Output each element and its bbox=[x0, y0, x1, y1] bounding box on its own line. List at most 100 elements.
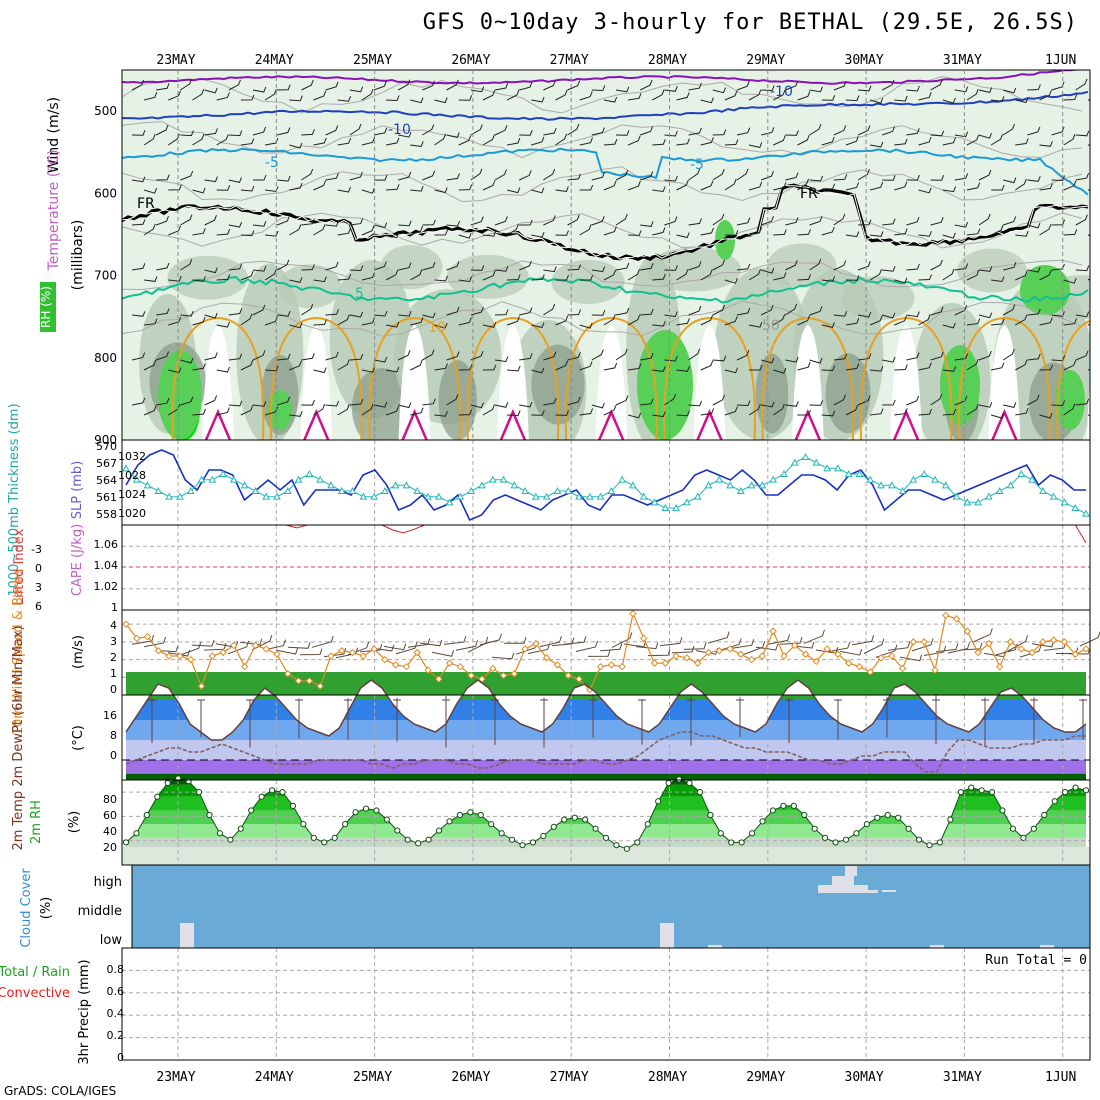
thickness-line-point bbox=[424, 492, 432, 500]
thickness-line-point bbox=[413, 486, 422, 494]
wind-barb bbox=[833, 260, 847, 271]
wind-barb bbox=[446, 351, 460, 361]
thickness-line-point bbox=[197, 475, 206, 483]
thickness-line-point bbox=[165, 492, 173, 500]
wind-barb bbox=[966, 403, 979, 416]
wind-barb bbox=[204, 267, 218, 274]
wind-barb bbox=[978, 312, 993, 319]
rh-line-point bbox=[728, 839, 735, 846]
wind-barb bbox=[519, 130, 533, 136]
wind-speed-line-point bbox=[855, 662, 864, 671]
wind-barb bbox=[833, 80, 847, 91]
wind-barb bbox=[277, 353, 291, 361]
rh-line-point bbox=[686, 779, 693, 787]
wind-barb bbox=[458, 409, 473, 416]
wind-barb bbox=[543, 351, 557, 361]
wind-barb bbox=[1015, 408, 1029, 416]
wind-barb bbox=[555, 410, 569, 416]
date-label-top: 27MAY bbox=[550, 53, 589, 68]
wind-barb bbox=[579, 274, 594, 281]
date-label-bottom: 30MAY bbox=[845, 1070, 884, 1085]
rh-line-point bbox=[352, 809, 359, 816]
contour-20 bbox=[794, 408, 821, 440]
wind-barb bbox=[482, 404, 495, 416]
wind-barb bbox=[192, 363, 206, 371]
wind-barb bbox=[773, 367, 787, 374]
contour-label: -5 bbox=[265, 155, 279, 171]
wind-barb bbox=[192, 89, 205, 101]
wind-barb bbox=[767, 634, 791, 645]
minmax-bar bbox=[1079, 698, 1087, 740]
wind-barb bbox=[216, 321, 230, 328]
wind-speed-line-point bbox=[424, 666, 432, 674]
wind-barb bbox=[410, 225, 424, 236]
wind-barb bbox=[1015, 314, 1028, 326]
wind-barb bbox=[144, 276, 158, 282]
wind-barb bbox=[204, 352, 218, 361]
date-label-top: 31MAY bbox=[943, 53, 982, 68]
rh-area bbox=[446, 254, 529, 299]
wind-barb bbox=[640, 353, 654, 361]
wind-barb bbox=[857, 85, 872, 92]
wind-barb bbox=[724, 230, 739, 236]
wind-speed-line-point bbox=[510, 670, 519, 678]
thickness-line-point bbox=[1006, 481, 1015, 489]
wind-barb bbox=[277, 175, 291, 182]
rh-line-point bbox=[321, 839, 328, 846]
wind-barb bbox=[263, 639, 286, 651]
wind-barb bbox=[494, 356, 509, 363]
tick-label: 561 bbox=[96, 491, 117, 504]
wind-speed-line-point bbox=[877, 654, 885, 662]
thickness-line-point bbox=[790, 458, 799, 466]
rh-line-point bbox=[279, 789, 286, 796]
wind-barb bbox=[887, 641, 911, 651]
wind-barb bbox=[349, 353, 364, 361]
thickness-line-point bbox=[402, 481, 411, 489]
wind-barb bbox=[640, 126, 654, 136]
minmax-bar bbox=[393, 697, 401, 742]
wind-barb bbox=[978, 169, 992, 181]
wind-barb bbox=[591, 402, 605, 409]
wind-barb bbox=[422, 398, 436, 406]
wind-barb bbox=[506, 187, 521, 194]
wind-barb bbox=[652, 186, 666, 193]
wind-speed-line-point bbox=[359, 652, 368, 660]
wind-barb bbox=[906, 128, 920, 136]
wind-barb bbox=[664, 175, 678, 182]
thickness-line-point bbox=[283, 486, 292, 494]
wind-barb bbox=[1002, 348, 1015, 361]
wind-barb bbox=[857, 169, 870, 181]
wind-barb bbox=[923, 645, 947, 656]
rh-line-point bbox=[895, 814, 902, 821]
wind-speed-line-point bbox=[996, 662, 1004, 671]
wind-barb bbox=[470, 168, 483, 181]
rh-area bbox=[278, 264, 342, 309]
wind-barb bbox=[773, 135, 786, 146]
wind-barb bbox=[736, 81, 750, 91]
wind-barb bbox=[156, 174, 170, 181]
wind-barb bbox=[875, 644, 898, 658]
wind-barb bbox=[906, 395, 920, 406]
wind-barb bbox=[911, 638, 934, 652]
wind-speed-line-point bbox=[1060, 638, 1069, 646]
wind-barb bbox=[253, 174, 267, 181]
rh-line-point bbox=[623, 845, 630, 852]
contour-label: FR bbox=[800, 186, 818, 202]
wind-barb bbox=[155, 645, 179, 653]
wind-barb bbox=[918, 408, 932, 416]
wind-barb bbox=[628, 93, 642, 101]
thickness-line-point bbox=[381, 486, 389, 494]
tick-label: 1024 bbox=[118, 488, 146, 501]
wind-barb bbox=[131, 219, 146, 226]
wind-barb bbox=[543, 303, 556, 316]
wind-barb bbox=[446, 132, 460, 138]
wind-barb bbox=[192, 187, 206, 194]
wind-barb bbox=[470, 306, 484, 316]
wind-barb bbox=[712, 304, 726, 316]
wind-barb bbox=[882, 175, 896, 181]
wind-barb bbox=[894, 277, 908, 284]
wind-barb bbox=[361, 403, 374, 416]
minmax-bar bbox=[981, 697, 989, 746]
wind-barb bbox=[761, 216, 774, 226]
wind-barb bbox=[567, 396, 581, 406]
